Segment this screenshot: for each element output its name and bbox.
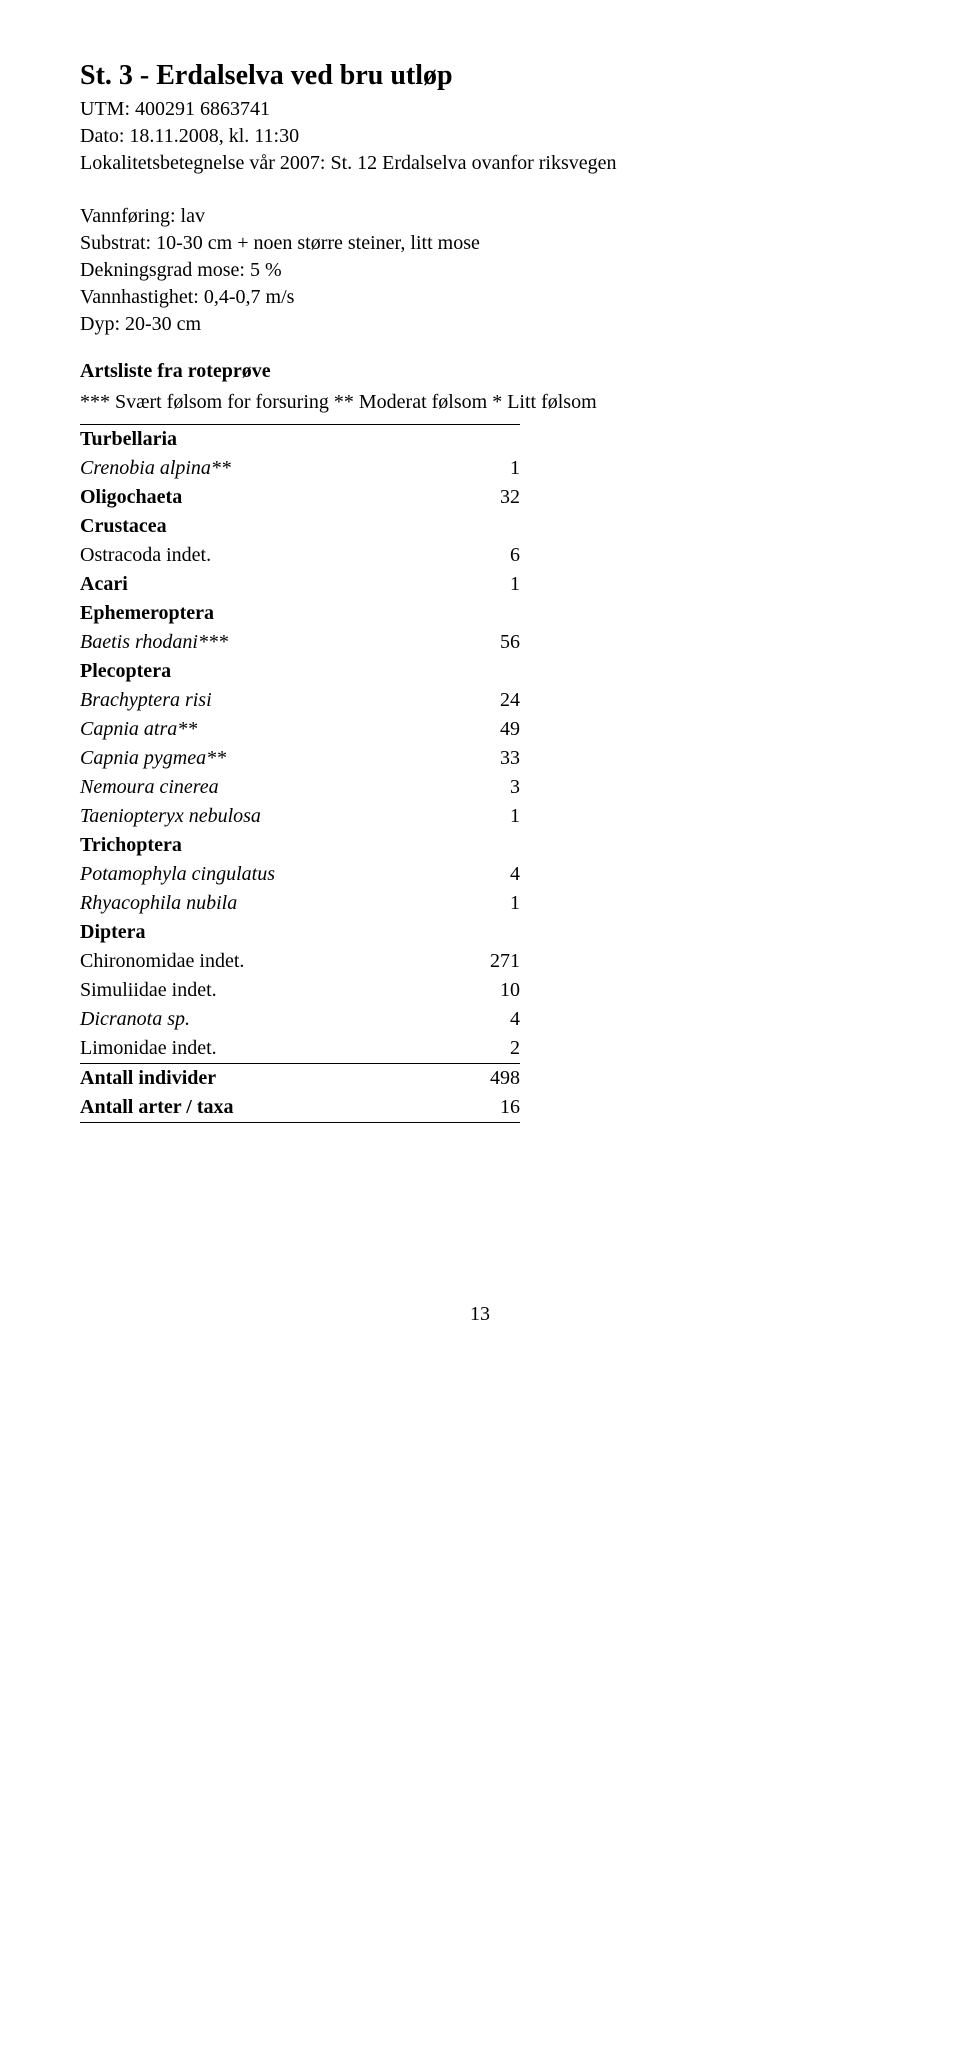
species-label: Antall arter / taxa [80, 1093, 460, 1123]
species-count: 1 [460, 802, 520, 831]
table-row: Turbellaria [80, 425, 520, 455]
table-row: Potamophyla cingulatus4 [80, 860, 520, 889]
species-table: TurbellariaCrenobia alpina**1Oligochaeta… [80, 424, 520, 1123]
species-count: 6 [460, 541, 520, 570]
table-row: Chironomidae indet.271 [80, 947, 520, 976]
species-count: 4 [460, 1005, 520, 1034]
species-label: Dicranota sp. [80, 1005, 460, 1034]
species-count: 498 [460, 1064, 520, 1094]
species-label: Potamophyla cingulatus [80, 860, 460, 889]
species-label: Nemoura cinerea [80, 773, 460, 802]
species-label: Taeniopteryx nebulosa [80, 802, 460, 831]
species-count [460, 512, 520, 541]
table-row: Ostracoda indet.6 [80, 541, 520, 570]
species-count: 32 [460, 483, 520, 512]
species-count [460, 599, 520, 628]
table-row: Dicranota sp.4 [80, 1005, 520, 1034]
species-count: 1 [460, 570, 520, 599]
table-row: Capnia pygmea**33 [80, 744, 520, 773]
species-count: 56 [460, 628, 520, 657]
species-count: 10 [460, 976, 520, 1005]
species-label: Capnia atra** [80, 715, 460, 744]
sensitivity-legend: *** Svært følsom for forsuring ** Modera… [80, 391, 880, 414]
table-row: Acari1 [80, 570, 520, 599]
table-row: Brachyptera risi24 [80, 686, 520, 715]
species-label: Oligochaeta [80, 483, 460, 512]
table-row: Trichoptera [80, 831, 520, 860]
species-count: 49 [460, 715, 520, 744]
page-number: 13 [80, 1303, 880, 1326]
param-vannforing: Vannføring: lav [80, 203, 880, 230]
species-label: Trichoptera [80, 831, 460, 860]
artsliste-heading: Artsliste fra roteprøve [80, 360, 880, 383]
species-count [460, 425, 520, 455]
species-count [460, 918, 520, 947]
table-row: Antall individer498 [80, 1064, 520, 1094]
param-vannhastighet: Vannhastighet: 0,4-0,7 m/s [80, 284, 880, 311]
species-count: 2 [460, 1034, 520, 1064]
species-count: 33 [460, 744, 520, 773]
species-label: Crenobia alpina** [80, 454, 460, 483]
species-count: 24 [460, 686, 520, 715]
locality-line: Lokalitetsbetegnelse vår 2007: St. 12 Er… [80, 150, 880, 177]
table-row: Taeniopteryx nebulosa1 [80, 802, 520, 831]
species-label: Plecoptera [80, 657, 460, 686]
species-label: Limonidae indet. [80, 1034, 460, 1064]
table-row: Capnia atra**49 [80, 715, 520, 744]
species-label: Chironomidae indet. [80, 947, 460, 976]
table-row: Antall arter / taxa16 [80, 1093, 520, 1123]
species-label: Ostracoda indet. [80, 541, 460, 570]
species-count: 1 [460, 889, 520, 918]
species-count: 1 [460, 454, 520, 483]
species-label: Ephemeroptera [80, 599, 460, 628]
species-count: 4 [460, 860, 520, 889]
species-count [460, 657, 520, 686]
param-substrat: Substrat: 10-30 cm + noen større steiner… [80, 230, 880, 257]
table-row: Plecoptera [80, 657, 520, 686]
species-label: Brachyptera risi [80, 686, 460, 715]
species-count: 3 [460, 773, 520, 802]
species-count: 16 [460, 1093, 520, 1123]
table-row: Diptera [80, 918, 520, 947]
table-row: Crustacea [80, 512, 520, 541]
species-label: Crustacea [80, 512, 460, 541]
table-row: Crenobia alpina**1 [80, 454, 520, 483]
param-dyp: Dyp: 20-30 cm [80, 311, 880, 338]
species-count [460, 831, 520, 860]
table-row: Ephemeroptera [80, 599, 520, 628]
species-label: Capnia pygmea** [80, 744, 460, 773]
table-row: Simuliidae indet.10 [80, 976, 520, 1005]
species-label: Rhyacophila nubila [80, 889, 460, 918]
parameters-block: Vannføring: lav Substrat: 10-30 cm + noe… [80, 203, 880, 338]
utm-line: UTM: 400291 6863741 [80, 96, 880, 123]
table-row: Limonidae indet.2 [80, 1034, 520, 1064]
table-row: Baetis rhodani***56 [80, 628, 520, 657]
param-dekningsgrad: Dekningsgrad mose: 5 % [80, 257, 880, 284]
species-label: Acari [80, 570, 460, 599]
species-label: Diptera [80, 918, 460, 947]
table-row: Nemoura cinerea3 [80, 773, 520, 802]
species-label: Antall individer [80, 1064, 460, 1094]
species-count: 271 [460, 947, 520, 976]
table-row: Oligochaeta32 [80, 483, 520, 512]
table-row: Rhyacophila nubila1 [80, 889, 520, 918]
date-line: Dato: 18.11.2008, kl. 11:30 [80, 123, 880, 150]
species-label: Turbellaria [80, 425, 460, 455]
species-label: Simuliidae indet. [80, 976, 460, 1005]
species-label: Baetis rhodani*** [80, 628, 460, 657]
station-title: St. 3 - Erdalselva ved bru utløp [80, 60, 880, 92]
